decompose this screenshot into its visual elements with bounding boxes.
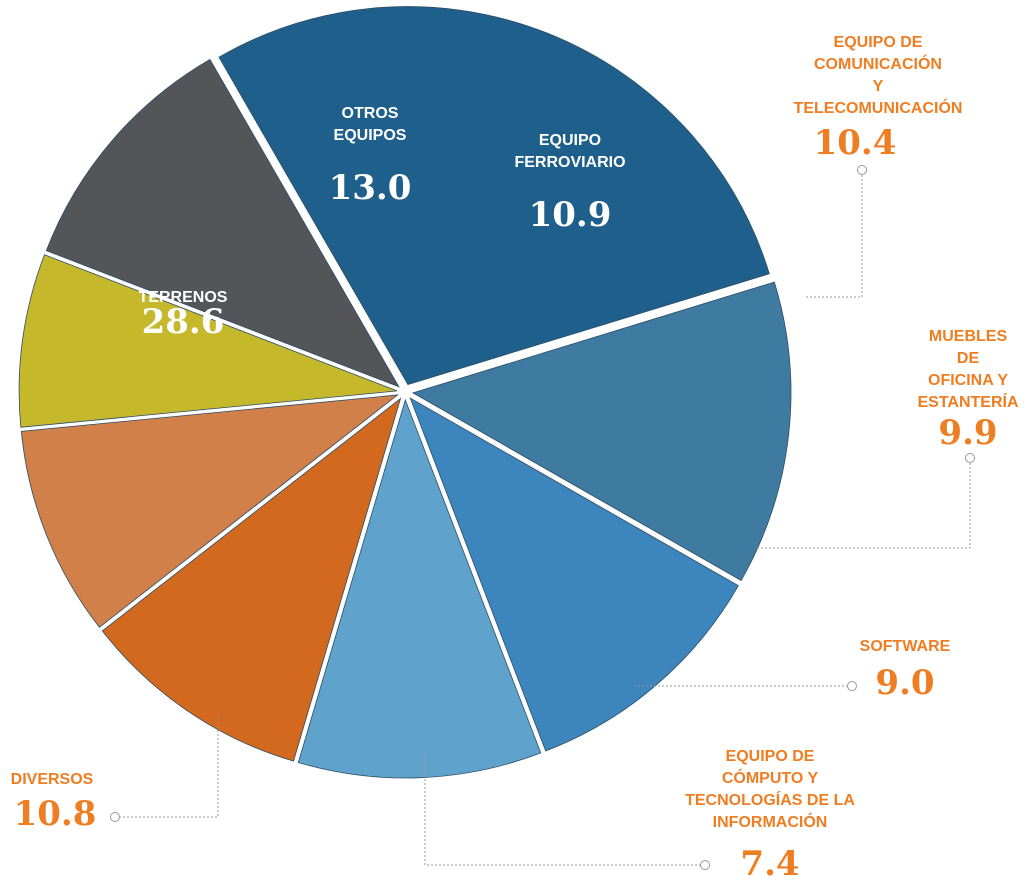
value-label: 10.9	[528, 195, 612, 235]
pie-slice	[18, 254, 398, 428]
value-label: 10.4	[813, 123, 897, 163]
slice-label: DIVERSOS	[10, 771, 94, 788]
leader-dot	[700, 860, 710, 870]
pie-slice	[411, 281, 792, 582]
pie-slice	[297, 398, 542, 779]
pie-slice	[20, 394, 399, 628]
value-label: 9.0	[875, 663, 935, 703]
leader-line	[755, 463, 971, 549]
leader-line	[805, 175, 863, 298]
leader-dot	[965, 453, 975, 463]
pie-slice	[218, 6, 770, 386]
slice-label: TERRENOS	[138, 289, 228, 306]
leader-line	[115, 715, 219, 818]
slice-label: EQUIPO DE COMUNICACIÓN Y TELECOMUNICACIÓ…	[793, 34, 963, 117]
pie-slice	[101, 397, 402, 762]
value-label: 9.9	[938, 413, 998, 453]
value-label: 28.6	[141, 302, 225, 342]
leader-dot	[847, 681, 857, 691]
slice-label: OTROS EQUIPOS	[333, 105, 407, 144]
value-label: 7.4	[740, 844, 800, 879]
leader-dot	[857, 165, 867, 175]
leader-dot	[110, 812, 120, 822]
pie-slice	[409, 397, 739, 752]
slice-label: EQUIPO DE CÓMPUTO Y TECNOLOGÍAS DE LA IN…	[685, 748, 855, 831]
slice-label: MUEBLES DE OFICINA Y ESTANTERÍA	[917, 328, 1019, 411]
pie-slice	[45, 58, 400, 388]
slice-label: SOFTWARE	[859, 638, 951, 655]
slice-label: EQUIPO FERROVIARIO	[514, 132, 626, 171]
value-label: 13.0	[328, 168, 412, 208]
value-label: 10.8	[13, 794, 97, 834]
leader-line	[424, 755, 705, 866]
